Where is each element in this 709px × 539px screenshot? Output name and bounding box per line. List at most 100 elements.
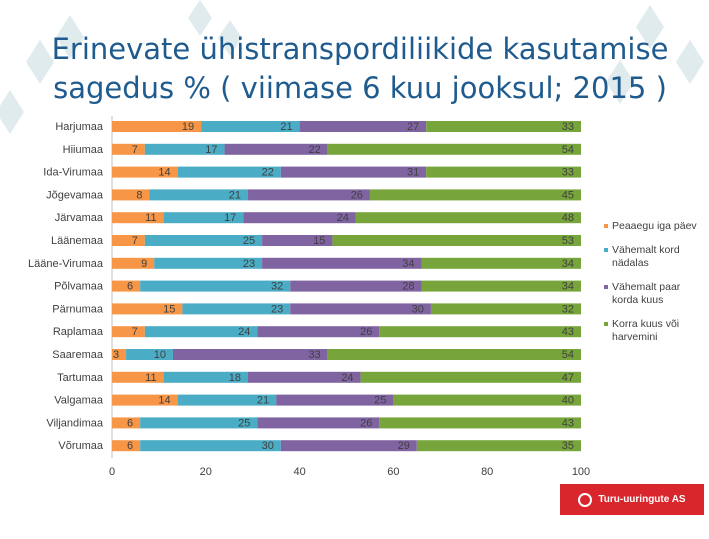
chart-title-line-2: sagedus % ( viimase 6 kuu jooksul; 2015 … [53,71,667,105]
data-label: 10 [154,349,166,361]
bar-segment [112,326,145,338]
bar-segment [416,440,581,452]
bar-segment [248,189,370,201]
bar-segment [126,349,173,360]
data-label: 8 [136,189,142,201]
data-label: 33 [308,349,320,361]
bar-segment [177,166,281,178]
bar-segment [144,143,225,155]
category-label: Lääne-Virumaa [28,258,104,270]
data-label: 25 [374,395,386,407]
bar-segment [149,189,249,201]
bar-segment [177,394,277,406]
chart-legend: Peaaegu iga päev Vähemalt kord nädalas Väh… [604,220,704,355]
category-label: Raplamaa [53,326,104,338]
bar-segment [112,394,178,406]
data-label: 25 [238,417,250,429]
bar-segment [112,303,183,315]
category-label: Põlvamaa [54,281,104,293]
data-label: 9 [141,258,147,270]
bar-segment [243,212,356,224]
bar-segment [421,257,581,269]
company-logo: Turu-uuringute AS [560,484,704,515]
bar-segment [248,371,361,383]
x-tick-label: 0 [109,466,115,478]
data-label: 15 [313,235,325,247]
data-label: 43 [562,326,574,338]
bar-segment [393,394,581,406]
bar-segment [257,326,380,338]
category-label: Viljandimaa [46,417,104,429]
bar-segment [290,280,422,292]
legend-label: Peaaegu iga päev [612,220,697,232]
category-label: Ida-Virumaa [43,167,104,179]
bar-segment [280,166,427,178]
bar-segment [112,189,150,201]
bar-segment [332,235,581,246]
data-label: 34 [562,281,574,293]
data-label: 32 [562,303,574,315]
bar-segment [430,303,581,315]
data-label: 7 [132,326,138,338]
data-label: 15 [163,303,175,315]
bar-segment [112,371,164,383]
data-label: 45 [562,189,574,201]
data-label: 30 [412,303,424,315]
bar-segment [112,257,155,269]
data-label: 17 [205,144,217,156]
bar-segment [163,212,244,224]
data-label: 7 [132,235,138,247]
bar-segment [421,280,581,292]
data-label: 33 [562,167,574,179]
bar-segment [201,121,300,132]
bar-segment [112,440,141,452]
legend-swatch [604,322,608,326]
bar-segment [140,440,281,452]
category-label: Läänemaa [51,235,104,247]
data-label: 32 [271,281,283,293]
legend-label: Vähemalt paar korda kuus [612,281,681,306]
category-label: Valgamaa [54,395,104,407]
logo-mark-icon [578,492,593,507]
data-label: 6 [127,281,133,293]
data-label: 54 [562,349,574,361]
legend-label: Vähemalt kord nädalas [612,244,680,269]
bar-segment [360,371,581,383]
data-label: 40 [562,395,574,407]
data-label: 34 [402,258,414,270]
category-label: Võrumaa [58,440,104,452]
x-tick-label: 40 [293,466,305,478]
data-label: 23 [271,303,283,315]
data-label: 35 [562,440,574,452]
data-label: 34 [562,258,574,270]
chart-title-line-1: Erinevate ühistranspordiliikide kasutami… [51,32,669,66]
bar-segment [355,212,581,224]
data-label: 54 [562,144,574,156]
bar-segment [172,349,328,360]
bar-segment [140,280,291,292]
category-label: Jõgevamaa [46,189,104,201]
bar-segment [262,257,422,269]
data-label: 31 [407,167,419,179]
data-label: 25 [243,235,255,247]
legend-swatch [604,248,608,252]
bar-segment [379,326,581,338]
category-label: Saaremaa [52,349,104,361]
data-label: 19 [182,121,194,133]
x-tick-label: 20 [200,466,212,478]
bar-segment [280,440,417,452]
data-label: 24 [337,212,349,224]
data-label: 26 [360,326,372,338]
bar-segment [426,166,581,178]
data-label: 14 [158,167,170,179]
data-label: 33 [562,121,574,133]
data-label: 53 [562,235,574,247]
bar-segment [379,417,581,429]
bar-segment [276,394,394,406]
data-label: 23 [243,258,255,270]
data-label: 21 [257,395,269,407]
data-label: 21 [229,189,241,201]
data-label: 18 [229,372,241,384]
